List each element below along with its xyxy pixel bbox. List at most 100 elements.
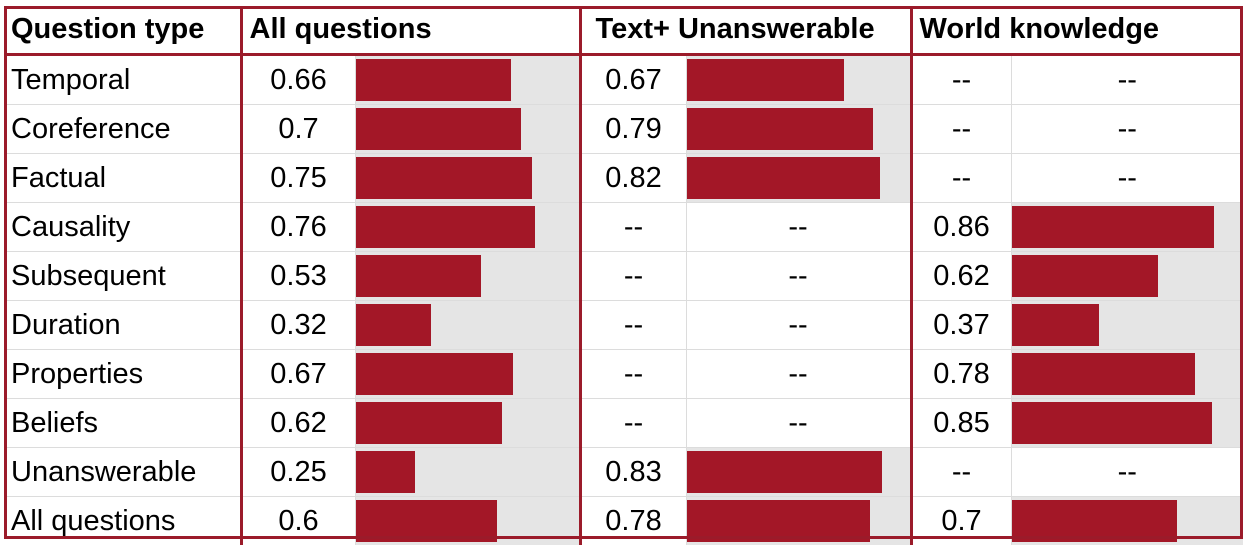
value-label-all-questions: 0.76 bbox=[241, 203, 355, 252]
bar-text-unanswerable bbox=[687, 157, 880, 199]
question-type-label: Unanswerable bbox=[4, 448, 241, 497]
bar-world-knowledge bbox=[1012, 353, 1195, 395]
header-question-type: Question type bbox=[4, 6, 241, 55]
bar-text-unanswerable bbox=[687, 108, 873, 150]
bar-track-all-questions bbox=[355, 350, 580, 399]
bar-world-knowledge bbox=[1012, 255, 1158, 297]
bar-world-knowledge bbox=[1012, 206, 1214, 248]
bar-track-all-questions bbox=[355, 448, 580, 497]
bar-world-knowledge bbox=[1012, 304, 1099, 346]
empty-bar-text-unanswerable: -- bbox=[686, 301, 911, 350]
question-type-label: All questions bbox=[4, 497, 241, 545]
bar-all-questions bbox=[356, 304, 431, 346]
bar-track-all-questions bbox=[355, 55, 580, 105]
empty-bar-world-knowledge: -- bbox=[1011, 105, 1243, 154]
bar-track-text-unanswerable bbox=[686, 448, 911, 497]
value-label-text-unanswerable: 0.67 bbox=[580, 55, 686, 105]
bar-track-all-questions bbox=[355, 399, 580, 448]
bar-track-text-unanswerable bbox=[686, 154, 911, 203]
empty-value-world-knowledge: -- bbox=[911, 448, 1011, 497]
bar-text-unanswerable bbox=[687, 451, 882, 493]
value-label-text-unanswerable: 0.83 bbox=[580, 448, 686, 497]
value-label-all-questions: 0.62 bbox=[241, 399, 355, 448]
question-type-label: Beliefs bbox=[4, 399, 241, 448]
value-label-world-knowledge: 0.85 bbox=[911, 399, 1011, 448]
bar-world-knowledge bbox=[1012, 500, 1177, 542]
bar-all-questions bbox=[356, 157, 532, 199]
bar-track-world-knowledge bbox=[1011, 399, 1243, 448]
bar-track-all-questions bbox=[355, 497, 580, 545]
value-label-all-questions: 0.7 bbox=[241, 105, 355, 154]
bar-all-questions bbox=[356, 500, 497, 542]
empty-value-world-knowledge: -- bbox=[911, 105, 1011, 154]
question-type-label: Coreference bbox=[4, 105, 241, 154]
bar-all-questions bbox=[356, 451, 415, 493]
value-label-world-knowledge: 0.7 bbox=[911, 497, 1011, 545]
empty-bar-text-unanswerable: -- bbox=[686, 203, 911, 252]
bar-text-unanswerable bbox=[687, 59, 844, 101]
bar-track-world-knowledge bbox=[1011, 252, 1243, 301]
value-label-world-knowledge: 0.37 bbox=[911, 301, 1011, 350]
value-label-text-unanswerable: 0.82 bbox=[580, 154, 686, 203]
value-label-world-knowledge: 0.78 bbox=[911, 350, 1011, 399]
empty-value-text-unanswerable: -- bbox=[580, 252, 686, 301]
value-label-all-questions: 0.66 bbox=[241, 55, 355, 105]
empty-bar-world-knowledge: -- bbox=[1011, 154, 1243, 203]
bar-track-text-unanswerable bbox=[686, 497, 911, 545]
value-label-text-unanswerable: 0.78 bbox=[580, 497, 686, 545]
bar-all-questions bbox=[356, 206, 535, 248]
bar-all-questions bbox=[356, 402, 502, 444]
header-world-knowledge: World knowledge bbox=[911, 6, 1243, 55]
bar-track-world-knowledge bbox=[1011, 350, 1243, 399]
value-label-all-questions: 0.67 bbox=[241, 350, 355, 399]
bar-text-unanswerable bbox=[687, 500, 870, 542]
empty-value-text-unanswerable: -- bbox=[580, 399, 686, 448]
bar-track-text-unanswerable bbox=[686, 55, 911, 105]
header-text-unanswerable: Text+ Unanswerable bbox=[580, 6, 911, 55]
empty-bar-world-knowledge: -- bbox=[1011, 55, 1243, 105]
bar-all-questions bbox=[356, 108, 521, 150]
bar-all-questions bbox=[356, 353, 513, 395]
question-type-label: Duration bbox=[4, 301, 241, 350]
empty-bar-world-knowledge: -- bbox=[1011, 448, 1243, 497]
empty-value-world-knowledge: -- bbox=[911, 55, 1011, 105]
bar-all-questions bbox=[356, 255, 481, 297]
bar-track-all-questions bbox=[355, 301, 580, 350]
bar-track-text-unanswerable bbox=[686, 105, 911, 154]
value-label-all-questions: 0.53 bbox=[241, 252, 355, 301]
value-label-all-questions: 0.25 bbox=[241, 448, 355, 497]
bar-world-knowledge bbox=[1012, 402, 1212, 444]
empty-value-text-unanswerable: -- bbox=[580, 350, 686, 399]
bar-track-all-questions bbox=[355, 252, 580, 301]
results-table: Question type All questions Text+ Unansw… bbox=[4, 6, 1243, 545]
question-type-label: Subsequent bbox=[4, 252, 241, 301]
bar-track-all-questions bbox=[355, 203, 580, 252]
value-label-text-unanswerable: 0.79 bbox=[580, 105, 686, 154]
header-all-questions: All questions bbox=[241, 6, 580, 55]
bar-track-all-questions bbox=[355, 105, 580, 154]
bar-all-questions bbox=[356, 59, 511, 101]
bar-track-world-knowledge bbox=[1011, 301, 1243, 350]
question-type-label: Temporal bbox=[4, 55, 241, 105]
value-label-world-knowledge: 0.62 bbox=[911, 252, 1011, 301]
empty-bar-text-unanswerable: -- bbox=[686, 252, 911, 301]
value-label-all-questions: 0.32 bbox=[241, 301, 355, 350]
question-type-label: Properties bbox=[4, 350, 241, 399]
bar-track-world-knowledge bbox=[1011, 497, 1243, 545]
empty-value-text-unanswerable: -- bbox=[580, 203, 686, 252]
header-row: Question type All questions Text+ Unansw… bbox=[4, 6, 1243, 55]
bar-track-all-questions bbox=[355, 154, 580, 203]
question-type-label: Causality bbox=[4, 203, 241, 252]
value-label-all-questions: 0.75 bbox=[241, 154, 355, 203]
empty-value-text-unanswerable: -- bbox=[580, 301, 686, 350]
